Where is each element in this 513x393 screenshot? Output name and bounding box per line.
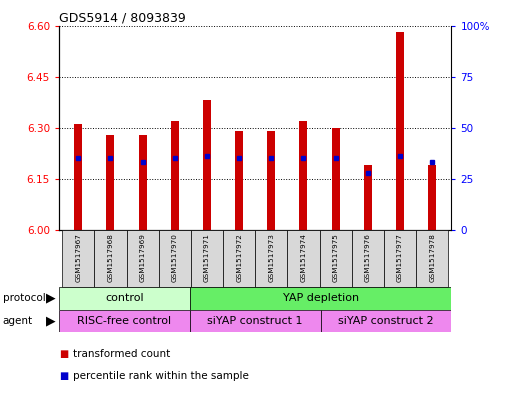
Bar — [190, 310, 321, 332]
Bar — [127, 230, 159, 287]
Bar — [321, 310, 451, 332]
Bar — [320, 230, 352, 287]
Bar — [364, 165, 372, 230]
Text: GSM1517967: GSM1517967 — [75, 233, 81, 282]
Bar — [428, 165, 436, 230]
Bar — [384, 230, 416, 287]
Text: ■: ■ — [59, 371, 68, 381]
Text: ▶: ▶ — [46, 314, 56, 328]
Text: GSM1517978: GSM1517978 — [429, 233, 435, 282]
Text: siYAP construct 2: siYAP construct 2 — [338, 316, 434, 326]
Bar — [59, 310, 190, 332]
Text: GSM1517977: GSM1517977 — [397, 233, 403, 282]
Bar — [203, 101, 211, 230]
Bar — [331, 128, 340, 230]
Bar — [396, 32, 404, 230]
Bar — [255, 230, 287, 287]
Text: GSM1517970: GSM1517970 — [172, 233, 178, 282]
Text: ■: ■ — [59, 349, 68, 359]
Bar — [287, 230, 320, 287]
Text: GSM1517968: GSM1517968 — [107, 233, 113, 282]
Text: RISC-free control: RISC-free control — [77, 316, 171, 326]
Bar — [171, 121, 179, 230]
Bar — [190, 287, 451, 310]
Text: siYAP construct 1: siYAP construct 1 — [207, 316, 303, 326]
Bar — [139, 134, 147, 230]
Text: GSM1517973: GSM1517973 — [268, 233, 274, 282]
Bar — [191, 230, 223, 287]
Bar — [74, 124, 82, 230]
Text: GDS5914 / 8093839: GDS5914 / 8093839 — [59, 11, 186, 24]
Text: YAP depletion: YAP depletion — [283, 293, 359, 303]
Bar — [300, 121, 307, 230]
Bar — [416, 230, 448, 287]
Text: control: control — [105, 293, 144, 303]
Text: GSM1517971: GSM1517971 — [204, 233, 210, 282]
Text: agent: agent — [3, 316, 33, 326]
Bar — [235, 131, 243, 230]
Text: ▶: ▶ — [46, 292, 56, 305]
Bar — [94, 230, 127, 287]
Text: GSM1517975: GSM1517975 — [332, 233, 339, 282]
Text: GSM1517976: GSM1517976 — [365, 233, 371, 282]
Bar — [59, 287, 190, 310]
Text: GSM1517969: GSM1517969 — [140, 233, 146, 282]
Text: protocol: protocol — [3, 293, 45, 303]
Bar — [106, 134, 114, 230]
Text: GSM1517974: GSM1517974 — [301, 233, 306, 282]
Bar — [159, 230, 191, 287]
Bar — [223, 230, 255, 287]
Text: transformed count: transformed count — [73, 349, 171, 359]
Text: percentile rank within the sample: percentile rank within the sample — [73, 371, 249, 381]
Text: GSM1517972: GSM1517972 — [236, 233, 242, 282]
Bar — [267, 131, 275, 230]
Bar — [352, 230, 384, 287]
Bar — [62, 230, 94, 287]
